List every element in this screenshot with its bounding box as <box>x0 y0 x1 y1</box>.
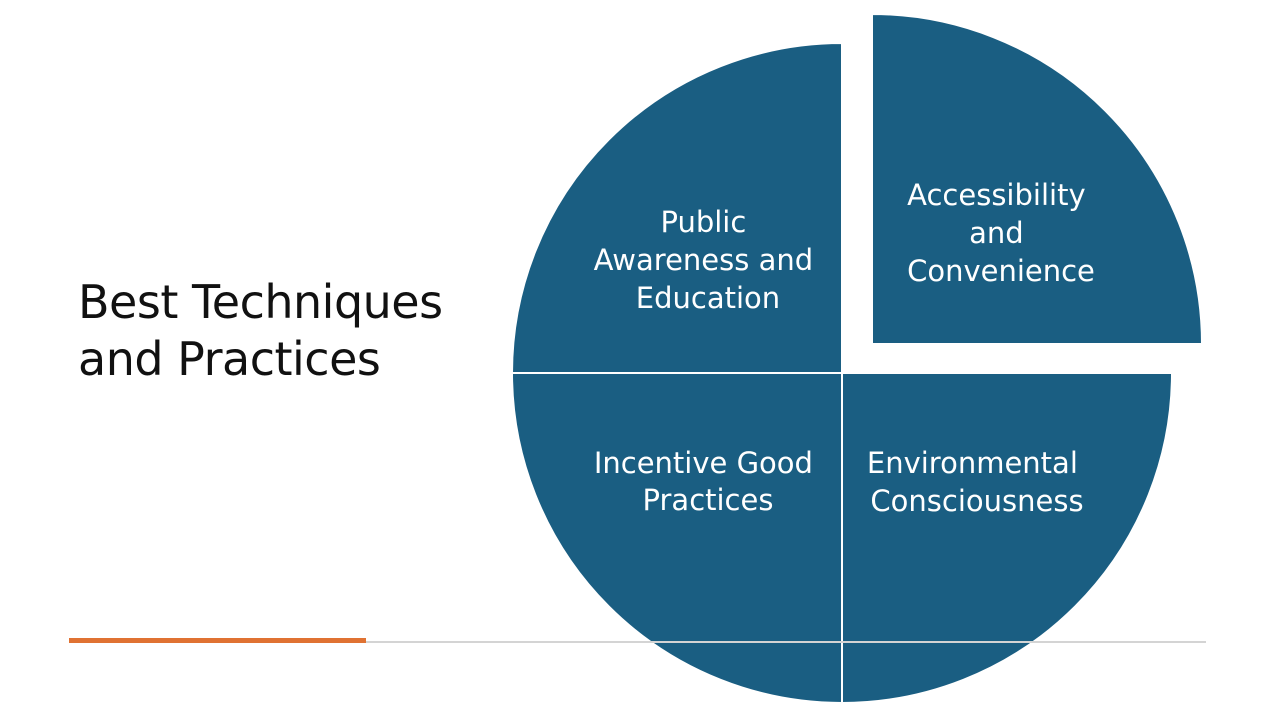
quadrant-public-awareness: Public Awareness and Education <box>510 41 843 374</box>
slide-title: Best Techniques and Practices <box>78 274 498 388</box>
quadrant-accessibility: Accessibility and Convenience <box>871 12 1204 345</box>
quadrant-segment-bottom-left <box>510 372 843 705</box>
quadrant-label-bottom-right: Environmental Consciousness <box>867 446 1087 518</box>
quadrant-segment-top-right <box>871 12 1204 345</box>
slide-title-line-2: and Practices <box>78 332 381 386</box>
slide-title-line-1: Best Techniques <box>78 275 443 329</box>
quadrant-label-top-right: Accessibility and Convenience <box>907 178 1095 288</box>
quadrant-segment-bottom-right <box>841 372 1174 705</box>
quadrant-label-bottom-left: Incentive Good Practices <box>594 446 822 517</box>
quadrant-environmental-consciousness: Environmental Consciousness <box>841 372 1174 705</box>
quadrant-label-top-left: Public Awareness and Education <box>594 205 823 315</box>
footer-divider-line <box>69 641 1206 643</box>
quadrant-incentive-practices: Incentive Good Practices <box>510 372 843 705</box>
accent-divider-line <box>69 638 366 643</box>
quadrant-segment-top-left <box>510 41 843 374</box>
